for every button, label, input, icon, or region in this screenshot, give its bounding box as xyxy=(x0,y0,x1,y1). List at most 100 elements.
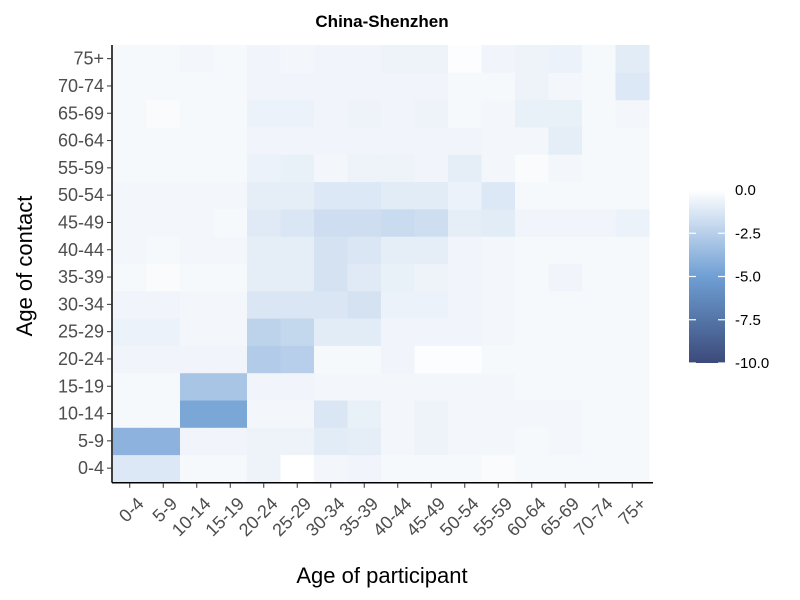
heatmap-cell xyxy=(414,372,449,401)
heatmap-cell xyxy=(548,427,583,456)
heatmap-cell xyxy=(481,45,516,73)
heatmap-cell xyxy=(247,318,282,346)
heatmap-cell xyxy=(247,99,282,128)
heatmap-cell xyxy=(180,236,215,264)
heatmap-cell xyxy=(146,72,181,101)
heatmap-cell xyxy=(180,72,215,101)
heatmap-cell xyxy=(280,427,315,456)
heatmap-cell xyxy=(247,427,282,456)
heatmap-cell xyxy=(113,45,148,73)
heatmap-cell xyxy=(548,208,583,237)
heatmap-cell xyxy=(582,263,617,292)
heatmap-cell xyxy=(548,318,583,346)
heatmap-cell xyxy=(213,181,248,210)
heatmap-cell xyxy=(280,99,315,128)
heatmap-cell xyxy=(280,318,315,346)
heatmap-cell xyxy=(381,318,416,346)
heatmap-cell xyxy=(582,181,617,210)
heatmap-cell xyxy=(247,236,282,264)
heatmap-cell xyxy=(113,126,148,155)
heatmap-cell xyxy=(615,290,650,319)
heatmap-cell xyxy=(414,399,449,428)
heatmap-cell xyxy=(146,427,181,456)
heatmap-cell xyxy=(314,454,349,483)
y-tick-label: 20-24 xyxy=(58,349,104,369)
heatmap-cell xyxy=(247,154,282,183)
heatmap-cell xyxy=(146,372,181,401)
heatmap-cell xyxy=(381,99,416,128)
heatmap-cell xyxy=(180,399,215,428)
heatmap-cell xyxy=(381,372,416,401)
heatmap-cell xyxy=(615,399,650,428)
heatmap-cell xyxy=(414,72,449,101)
heatmap-cell xyxy=(548,181,583,210)
heatmap-cell xyxy=(180,99,215,128)
heatmap-cell xyxy=(314,45,349,73)
heatmap-cell xyxy=(515,236,550,264)
heatmap-cell xyxy=(448,236,483,264)
heatmap-cell xyxy=(113,154,148,183)
heatmap-cell xyxy=(548,345,583,374)
heatmap-cell xyxy=(280,345,315,374)
legend-tick-label: -5.0 xyxy=(735,269,761,286)
heatmap-cell xyxy=(381,454,416,483)
heatmap-cell xyxy=(381,72,416,101)
heatmap-cell xyxy=(515,154,550,183)
heatmap-cell xyxy=(448,372,483,401)
heatmap-cell xyxy=(481,399,516,428)
heatmap-cell xyxy=(515,208,550,237)
heatmap-cell xyxy=(146,263,181,292)
heatmap-cell xyxy=(515,372,550,401)
heatmap-cell xyxy=(314,236,349,264)
heatmap-cell xyxy=(548,45,583,73)
heatmap-cell xyxy=(113,345,148,374)
heatmap-cell xyxy=(180,154,215,183)
heatmap-cell xyxy=(481,126,516,155)
heatmap-cell xyxy=(347,72,382,101)
heatmap-cell xyxy=(448,454,483,483)
heatmap-cell xyxy=(615,318,650,346)
heatmap-cell xyxy=(582,99,617,128)
y-tick-label: 70-74 xyxy=(58,76,104,96)
heatmap-cell xyxy=(180,208,215,237)
heatmap-cell xyxy=(448,345,483,374)
heatmap-cell xyxy=(582,372,617,401)
y-tick-label: 10-14 xyxy=(58,404,104,424)
heatmap-cell xyxy=(448,99,483,128)
heatmap-cell xyxy=(347,263,382,292)
heatmap-cell xyxy=(615,181,650,210)
heatmap-cell xyxy=(180,318,215,346)
legend-tick-label: -10.0 xyxy=(735,355,769,372)
heatmap-cell xyxy=(481,345,516,374)
legend-tick-label: -2.5 xyxy=(735,225,761,242)
heatmap-cell xyxy=(113,290,148,319)
heatmap-cell xyxy=(615,345,650,374)
heatmap-cell xyxy=(280,72,315,101)
heatmap-cell xyxy=(146,290,181,319)
heatmap-cell xyxy=(247,345,282,374)
heatmap-cell xyxy=(180,454,215,483)
heatmap-cell xyxy=(548,399,583,428)
heatmap-cell xyxy=(314,345,349,374)
heatmap-cell xyxy=(347,454,382,483)
heatmap-cell xyxy=(180,263,215,292)
y-tick-label: 0-4 xyxy=(78,458,104,478)
heatmap-cell xyxy=(213,263,248,292)
heatmap-cell xyxy=(414,236,449,264)
heatmap-cell xyxy=(280,208,315,237)
heatmap-cell xyxy=(515,181,550,210)
heatmap-cell xyxy=(213,290,248,319)
heatmap-cell xyxy=(280,399,315,428)
heatmap-cell xyxy=(280,181,315,210)
heatmap-cell xyxy=(146,45,181,73)
heatmap-cell xyxy=(414,181,449,210)
heatmap-cell xyxy=(213,126,248,155)
heatmap-cell xyxy=(113,454,148,483)
heatmap-cell xyxy=(414,454,449,483)
heatmap-cell xyxy=(448,399,483,428)
y-axis-title: Age of contact xyxy=(12,196,37,337)
heatmap-cell xyxy=(381,263,416,292)
y-tick-label: 15-19 xyxy=(58,376,104,396)
heatmap-cell xyxy=(314,399,349,428)
